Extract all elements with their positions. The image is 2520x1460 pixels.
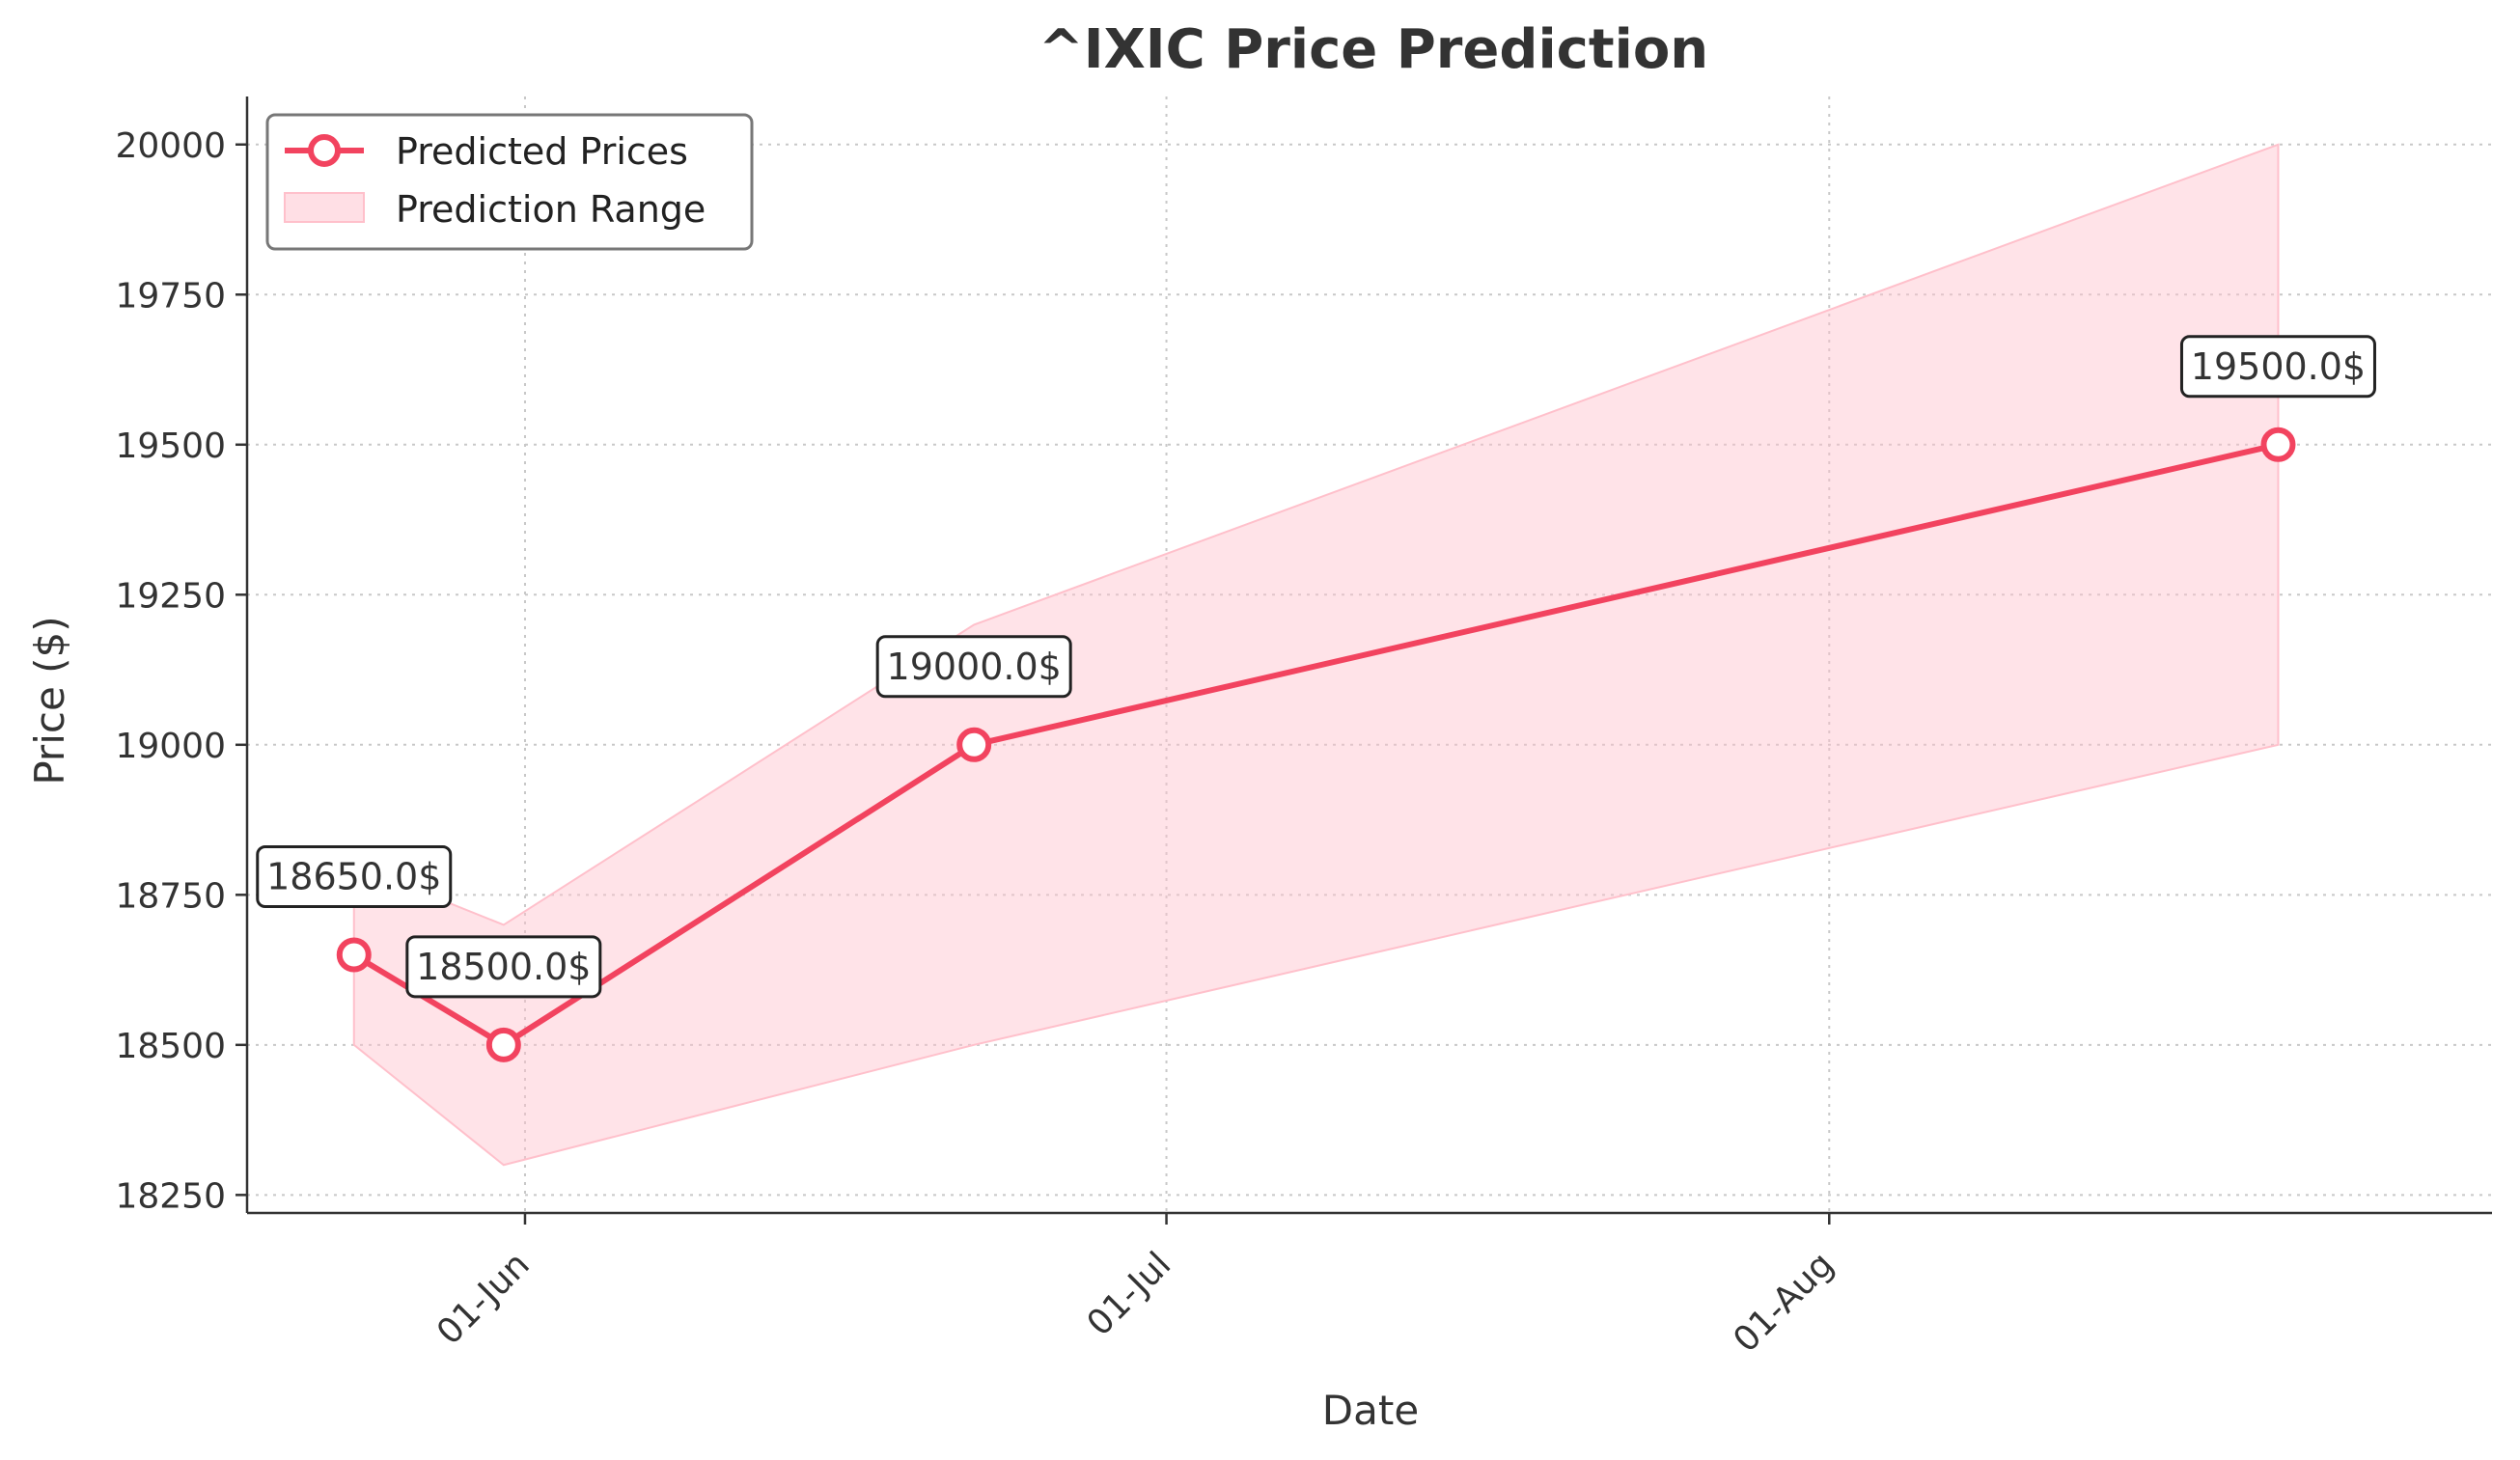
y-tick-label: 19000 bbox=[115, 727, 226, 766]
chart-title: ^IXIC Price Prediction bbox=[1038, 18, 1708, 81]
data-label-box bbox=[405, 935, 602, 999]
legend-marker-swatch bbox=[308, 134, 341, 167]
data-label-box bbox=[2179, 335, 2376, 399]
y-tick-label: 19250 bbox=[115, 576, 226, 616]
legend: Predicted Prices Prediction Range bbox=[265, 113, 754, 251]
y-tick-label: 18750 bbox=[115, 876, 226, 916]
data-label-box bbox=[875, 635, 1072, 699]
data-label-box bbox=[256, 845, 453, 909]
data-point-marker bbox=[956, 727, 992, 762]
axes bbox=[245, 96, 2492, 1215]
prediction-range-band bbox=[352, 143, 2280, 1167]
legend-frame bbox=[265, 113, 754, 251]
legend-label-prediction-range: Prediction Range bbox=[396, 188, 706, 231]
legend-label-predicted-prices: Predicted Prices bbox=[396, 130, 688, 173]
data-label: 19000.0$ bbox=[887, 646, 1062, 688]
y-tick-label: 20000 bbox=[115, 126, 226, 166]
y-tick-label: 19750 bbox=[115, 276, 226, 316]
predicted-prices-line bbox=[336, 427, 2296, 1062]
y-tick-label: 18500 bbox=[115, 1027, 226, 1066]
y-axis-label: Price ($) bbox=[26, 616, 73, 785]
data-label: 18650.0$ bbox=[266, 856, 441, 898]
data-label: 18500.0$ bbox=[416, 946, 591, 988]
data-label: 19500.0$ bbox=[2191, 345, 2366, 388]
y-tick-label: 18250 bbox=[115, 1176, 226, 1216]
legend-band-swatch bbox=[284, 192, 365, 223]
predicted-prices-polyline bbox=[352, 441, 2280, 1048]
data-point-marker bbox=[485, 1027, 521, 1062]
prediction-range-area bbox=[352, 143, 2280, 1167]
data-labels: 18650.0$ 18500.0$ 19000.0$ 19500.0$ bbox=[256, 335, 2376, 999]
data-point-marker bbox=[336, 937, 372, 973]
x-axis-label: Date bbox=[1322, 1387, 1419, 1434]
y-tick-label: 19500 bbox=[115, 427, 226, 466]
data-point-marker bbox=[2260, 427, 2296, 462]
